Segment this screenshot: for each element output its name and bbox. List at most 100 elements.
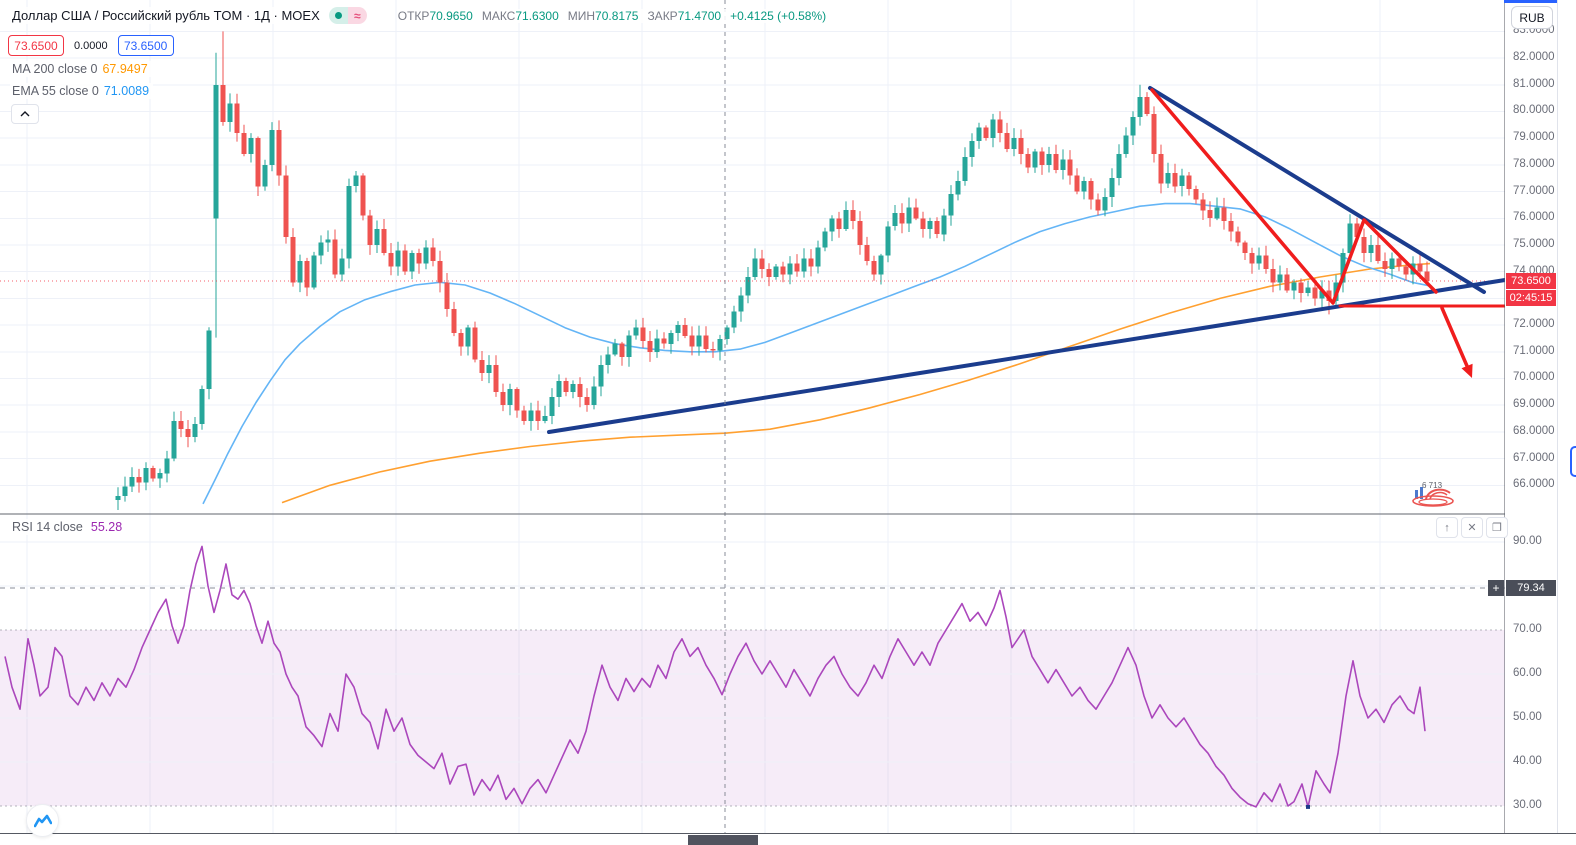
watermark-number: 6 713 <box>1422 481 1443 490</box>
candle-body <box>1235 231 1241 243</box>
candle-body <box>1207 210 1213 219</box>
candle-body <box>444 282 450 309</box>
candle-body <box>437 261 443 283</box>
candle-body <box>1375 245 1381 261</box>
legend-row-ma200[interactable]: MA 200 close 0 67.9497 <box>10 61 152 77</box>
candle-body <box>1263 255 1269 269</box>
candle-body <box>990 119 996 139</box>
clipped-edge-button[interactable] <box>1570 446 1576 477</box>
candle-body <box>1011 138 1017 149</box>
legend-row-ema55[interactable]: EMA 55 close 0 71.0089 <box>10 83 154 99</box>
candle-body <box>1291 282 1297 291</box>
candle-body <box>1004 132 1010 149</box>
red-arrow-head <box>1461 363 1473 378</box>
candle-body <box>591 386 597 406</box>
candle-body <box>843 210 849 229</box>
rsi-label: RSI 14 close <box>12 520 83 534</box>
candle-body <box>1312 287 1318 299</box>
candle-body <box>1389 258 1395 269</box>
maximize-pane-button[interactable]: ❐ <box>1486 517 1508 538</box>
close-label: ЗАКР <box>647 8 678 23</box>
sell-price-button[interactable]: 73.6500 <box>8 35 64 56</box>
candle-body <box>1249 253 1255 264</box>
candle-body <box>682 325 688 336</box>
candle-body <box>521 410 527 422</box>
rsi-line <box>4 545 1426 808</box>
chevron-up-icon <box>20 111 30 117</box>
candle-body <box>129 477 135 487</box>
symbol-title: Доллар США / Российский рубль TOM · 1Д ·… <box>10 7 322 24</box>
bar-countdown-label: 02:45:15 <box>1506 290 1556 306</box>
candle-body <box>654 338 660 352</box>
candle-body <box>829 218 835 232</box>
candle-body <box>1172 172 1178 187</box>
candle-body <box>290 236 296 283</box>
low-value: 70.8175 <box>595 8 639 23</box>
candle-body <box>556 381 562 398</box>
candle-body <box>878 255 884 275</box>
candle-body <box>1319 290 1325 299</box>
candle-body <box>234 103 240 133</box>
ema55-value: 71.0089 <box>103 84 150 98</box>
candle-body <box>500 391 506 406</box>
candle-body <box>850 210 856 221</box>
candle-body <box>773 266 779 277</box>
candle-body <box>626 335 632 358</box>
candle-body <box>451 309 457 333</box>
candle-body <box>584 397 590 406</box>
candle-body <box>255 138 261 187</box>
move-pane-up-button[interactable]: ↑ <box>1436 517 1458 538</box>
price-tick-label: 75.0000 <box>1513 238 1555 250</box>
candle-body <box>178 421 184 430</box>
market-open-dot-wrap <box>328 7 348 24</box>
time-axis[interactable] <box>0 833 1576 845</box>
legend-row-rsi[interactable]: RSI 14 close 55.28 <box>10 519 127 535</box>
candle-body <box>402 250 408 272</box>
price-tick-label: 72.0000 <box>1513 318 1555 330</box>
candle-body <box>1256 255 1262 264</box>
candle-body <box>1074 175 1080 192</box>
high-label: МАКС <box>481 8 516 23</box>
price-axis[interactable]: 83.0000 82.0000 81.0000 80.0000 79.0000 78.00… <box>1505 0 1557 833</box>
candle-body <box>1088 180 1094 200</box>
rsi-tick-label: 70.00 <box>1513 623 1542 635</box>
candle-body <box>1284 274 1290 291</box>
candle-body <box>241 132 247 155</box>
candle-body <box>1039 151 1045 165</box>
candle-body <box>206 330 212 390</box>
rsi-tick-label: 30.00 <box>1513 799 1542 811</box>
candle-body <box>885 226 891 256</box>
buy-price-button[interactable]: 73.6500 <box>117 35 174 56</box>
candle-body <box>213 84 219 219</box>
candle-body <box>479 359 485 374</box>
price-tick-label: 68.0000 <box>1513 425 1555 437</box>
market-status-badge[interactable]: ≈ <box>328 7 367 24</box>
candle-body <box>892 212 898 227</box>
candle-body <box>1081 180 1087 192</box>
candle-body <box>115 495 121 500</box>
candle-body <box>710 349 716 351</box>
candle-body <box>416 253 422 264</box>
price-tick-label: 76.0000 <box>1513 211 1555 223</box>
candle-body <box>318 242 324 256</box>
open-value: 70.9650 <box>429 8 473 23</box>
candle-body <box>381 228 387 253</box>
candle-body <box>1403 266 1409 275</box>
candle-body <box>836 218 842 229</box>
collapse-legend-button[interactable] <box>11 104 39 124</box>
ma200-line <box>281 262 1431 504</box>
red-trendline <box>1150 88 1438 305</box>
add-alert-plus-button[interactable]: + <box>1488 580 1504 596</box>
price-tick-label: 71.0000 <box>1513 345 1555 357</box>
close-pane-button[interactable]: ✕ <box>1461 517 1483 538</box>
candle-body <box>458 333 464 347</box>
candle-body <box>528 410 534 422</box>
crosshair-date-label <box>688 835 758 845</box>
candle-body <box>388 253 394 267</box>
candle-body <box>612 343 618 355</box>
candle-body <box>150 467 156 479</box>
tradingview-logo-button[interactable] <box>26 804 59 837</box>
currency-unit-button[interactable]: RUB <box>1511 6 1553 29</box>
candle-body <box>1032 151 1038 168</box>
